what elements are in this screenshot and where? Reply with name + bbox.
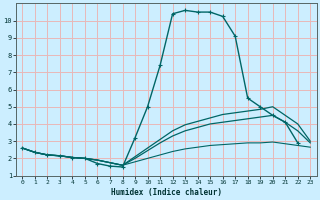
X-axis label: Humidex (Indice chaleur): Humidex (Indice chaleur) [111,188,222,197]
